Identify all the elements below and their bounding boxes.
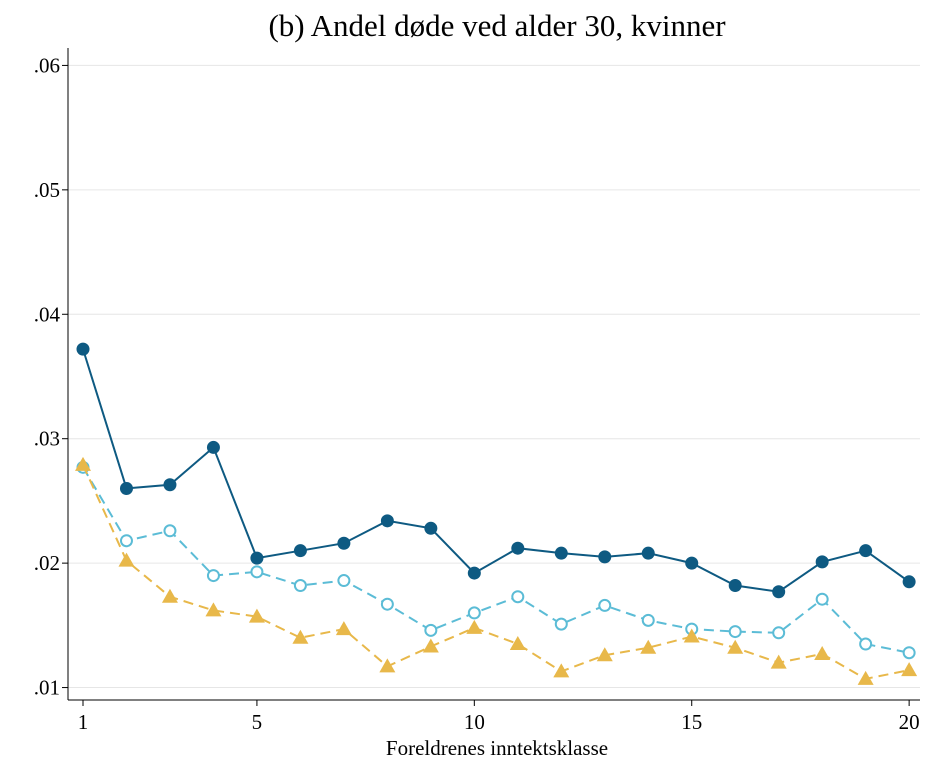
y-tick-label: .05 [34,178,60,202]
marker [598,598,612,612]
marker [337,574,351,588]
marker [337,536,351,550]
marker [335,621,352,636]
y-tick-label: .03 [34,427,60,451]
marker [206,440,220,454]
marker [509,636,526,651]
marker [292,629,309,644]
marker [640,639,657,654]
marker [467,606,481,620]
marker [205,602,222,617]
marker [293,579,307,593]
marker [379,658,396,673]
marker [859,637,873,651]
marker [161,588,178,603]
x-tick-label: 15 [681,710,702,734]
marker [554,546,568,560]
marker [119,534,133,548]
marker [466,619,483,634]
marker [554,617,568,631]
y-tick-label: .04 [34,302,61,326]
y-tick-label: .06 [34,53,60,77]
marker [206,569,220,583]
marker [902,575,916,589]
series-line [82,466,910,654]
x-tick-label: 10 [464,710,485,734]
marker [770,654,787,669]
marker [815,555,829,569]
marker [422,638,439,653]
marker [857,670,874,685]
marker [118,552,135,567]
marker [293,544,307,558]
y-tick-label: .02 [34,551,60,575]
marker [380,597,394,611]
x-tick-label: 20 [899,710,920,734]
marker [248,608,265,623]
marker [901,662,918,677]
series-line [82,348,910,593]
marker [163,524,177,538]
series-line [82,464,910,680]
marker [641,613,655,627]
marker [685,556,699,570]
marker [598,550,612,564]
marker [772,585,786,599]
marker [902,646,916,660]
marker [250,565,264,579]
marker [76,342,90,356]
marker [250,551,264,565]
marker [728,579,742,593]
x-tick-label: 5 [252,710,263,734]
marker [511,590,525,604]
marker [728,625,742,639]
x-tick-label: 1 [78,710,89,734]
marker [424,623,438,637]
marker [119,481,133,495]
marker [553,663,570,678]
marker [683,628,700,643]
marker [727,639,744,654]
marker [467,566,481,580]
marker [814,645,831,660]
chart-title: (b) Andel døde ved alder 30, kvinner [268,8,726,43]
marker [380,514,394,528]
marker [859,544,873,558]
marker [772,626,786,640]
y-tick-label: .01 [34,676,60,700]
x-axis-label: Foreldrenes inntektsklasse [386,736,608,760]
marker [75,456,92,471]
marker [815,592,829,606]
marker [424,521,438,535]
marker [163,478,177,492]
marker [596,647,613,662]
marker [511,541,525,555]
marker [641,546,655,560]
